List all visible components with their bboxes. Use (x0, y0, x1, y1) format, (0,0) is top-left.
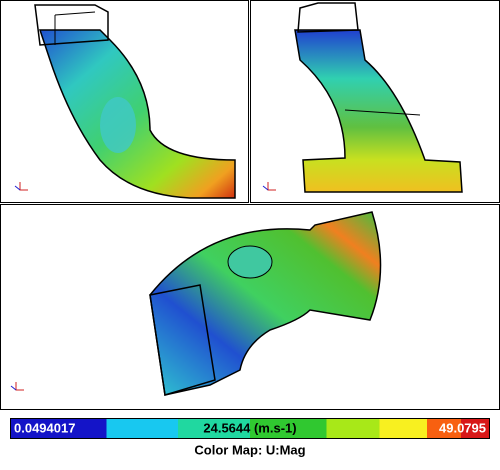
colorbar-min: 0.0494017 (14, 420, 75, 435)
colorbar-caption: Color Map: U:Mag (194, 442, 305, 457)
color-bar (10, 418, 490, 439)
duct-view (14, 4, 236, 199)
colorbar-max: 49.0795 (439, 420, 486, 435)
duct-view (262, 2, 463, 193)
colorbar-mid: 24.5644 (m.s-1) (203, 420, 296, 435)
duct-view (10, 211, 382, 396)
